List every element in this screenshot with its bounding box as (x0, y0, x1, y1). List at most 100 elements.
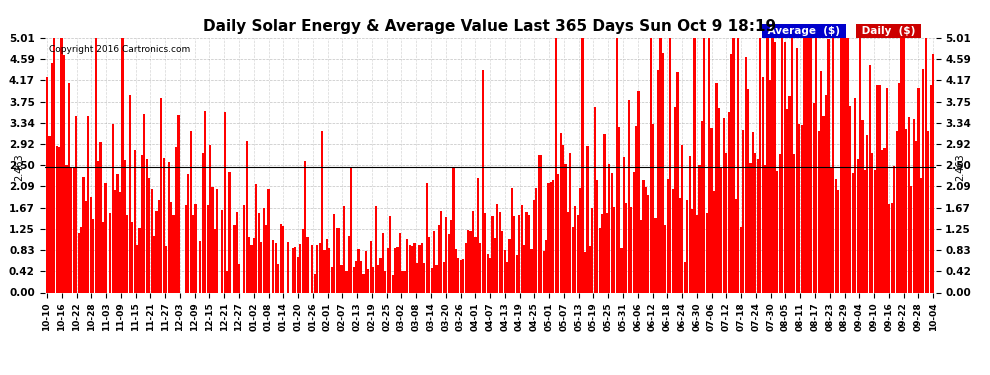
Bar (854, 98, 856, 292)
Bar (661, 53, 664, 292)
Bar (693, 38, 696, 292)
Bar (721, 168, 723, 292)
Bar (842, 38, 844, 292)
Bar (691, 209, 693, 292)
Bar (856, 159, 858, 292)
Bar (447, 234, 449, 292)
Bar (443, 262, 445, 292)
Text: Copyright 2016 Cartronics.com: Copyright 2016 Cartronics.com (49, 45, 190, 54)
Bar (459, 260, 462, 292)
Bar (654, 218, 656, 292)
Bar (170, 202, 172, 292)
Bar (282, 226, 284, 292)
Bar (221, 210, 224, 292)
Bar (87, 116, 89, 292)
Bar (409, 245, 411, 292)
Bar (828, 39, 830, 292)
Bar (119, 192, 121, 292)
Bar (401, 271, 404, 292)
Bar (274, 243, 277, 292)
Bar (50, 63, 52, 292)
Bar (569, 153, 571, 292)
Bar (216, 189, 219, 292)
Bar (160, 98, 162, 292)
Bar (898, 83, 900, 292)
Bar (611, 173, 613, 292)
Bar (920, 178, 922, 292)
Bar (457, 258, 459, 292)
Bar (913, 119, 915, 292)
Bar (165, 246, 167, 292)
Bar (350, 167, 352, 292)
Bar (825, 95, 827, 292)
Bar (698, 165, 701, 292)
Bar (234, 225, 236, 292)
Bar (608, 164, 611, 292)
Bar (85, 201, 87, 292)
Bar (681, 145, 683, 292)
Bar (102, 222, 104, 292)
Bar (501, 231, 503, 292)
Bar (626, 203, 628, 292)
Bar (896, 131, 898, 292)
Bar (262, 208, 264, 292)
Bar (547, 183, 549, 292)
Bar (124, 160, 126, 292)
Bar (192, 215, 194, 292)
Bar (900, 38, 903, 292)
Bar (377, 266, 379, 292)
Bar (438, 225, 440, 292)
Bar (631, 207, 633, 292)
Bar (771, 38, 773, 292)
Bar (671, 189, 674, 292)
Bar (414, 243, 416, 292)
Bar (399, 233, 401, 292)
Bar (735, 200, 737, 292)
Bar (484, 213, 486, 292)
Bar (394, 249, 396, 292)
Bar (601, 214, 603, 292)
Bar (599, 228, 601, 292)
Bar (801, 125, 803, 292)
Bar (594, 107, 596, 292)
Bar (549, 182, 552, 292)
Bar (58, 147, 60, 292)
Bar (479, 243, 481, 292)
Bar (664, 225, 666, 292)
Bar (46, 77, 49, 292)
Bar (172, 215, 174, 292)
Bar (209, 144, 211, 292)
Bar (341, 265, 343, 292)
Bar (657, 70, 659, 292)
Bar (844, 38, 846, 292)
Bar (813, 103, 815, 292)
Bar (878, 85, 881, 292)
Bar (494, 238, 496, 292)
Bar (586, 146, 588, 292)
Bar (803, 38, 805, 292)
Bar (424, 262, 426, 292)
Bar (338, 228, 341, 292)
Bar (618, 127, 620, 292)
Bar (214, 230, 216, 292)
Bar (742, 130, 744, 292)
Bar (518, 215, 521, 292)
Text: 2.463: 2.463 (955, 153, 965, 181)
Bar (207, 205, 209, 292)
Bar (265, 225, 267, 292)
Bar (647, 195, 649, 292)
Bar (891, 203, 893, 292)
Bar (109, 213, 111, 292)
Bar (150, 189, 152, 292)
Bar (255, 184, 257, 292)
Bar (808, 38, 810, 292)
Bar (321, 131, 323, 292)
Bar (272, 240, 274, 292)
Bar (633, 171, 635, 292)
Bar (701, 122, 703, 292)
Bar (557, 174, 559, 292)
Bar (433, 231, 436, 292)
Bar (336, 228, 338, 292)
Bar (384, 271, 386, 292)
Bar (277, 264, 279, 292)
